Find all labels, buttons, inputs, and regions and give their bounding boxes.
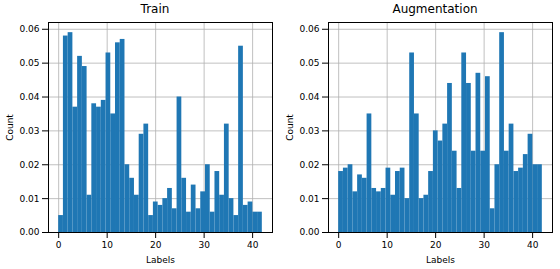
svg-text:0.06: 0.06 bbox=[19, 24, 39, 34]
svg-text:0.01: 0.01 bbox=[299, 194, 319, 204]
svg-text:0.03: 0.03 bbox=[299, 126, 319, 136]
svg-text:10: 10 bbox=[101, 240, 113, 250]
svg-text:0.04: 0.04 bbox=[299, 92, 319, 102]
svg-text:20: 20 bbox=[150, 240, 162, 250]
svg-text:40: 40 bbox=[527, 240, 539, 250]
svg-text:Count: Count bbox=[285, 114, 295, 141]
svg-text:Labels: Labels bbox=[146, 255, 175, 265]
svg-text:30: 30 bbox=[478, 240, 490, 250]
svg-text:0: 0 bbox=[336, 240, 342, 250]
svg-text:30: 30 bbox=[198, 240, 210, 250]
svg-text:0.04: 0.04 bbox=[19, 92, 39, 102]
html-text:Train: Train bbox=[140, 2, 170, 16]
svg-text:0.02: 0.02 bbox=[19, 160, 39, 170]
svg-text:0.00: 0.00 bbox=[299, 227, 319, 237]
svg-text:0.03: 0.03 bbox=[19, 126, 39, 136]
html-text:Augmentation: Augmentation bbox=[392, 2, 478, 16]
svg-text:0.01: 0.01 bbox=[19, 194, 39, 204]
svg-text:0: 0 bbox=[56, 240, 62, 250]
svg-text:Labels: Labels bbox=[426, 255, 455, 265]
svg-text:0.02: 0.02 bbox=[299, 160, 319, 170]
svg-text:10: 10 bbox=[381, 240, 393, 250]
svg-text:Count: Count bbox=[5, 114, 15, 141]
svg-text:20: 20 bbox=[430, 240, 442, 250]
svg-text:0.06: 0.06 bbox=[299, 24, 319, 34]
svg-text:40: 40 bbox=[247, 240, 259, 250]
svg-text:0.00: 0.00 bbox=[19, 227, 39, 237]
svg-text:0.05: 0.05 bbox=[299, 58, 319, 68]
svg-text:0.05: 0.05 bbox=[19, 58, 39, 68]
